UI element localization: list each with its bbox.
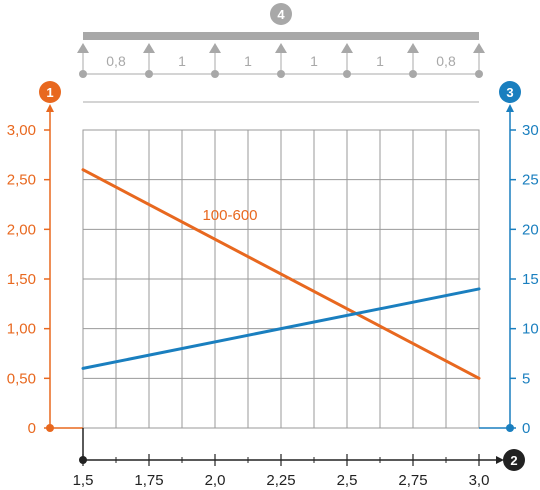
x-tick-label: 1,75 [134,472,163,489]
left-tick-label: 1,50 [7,271,36,288]
left-tick-label: 2,50 [7,172,36,189]
left-axis-marker-label: 1 [46,85,53,100]
span-label: 1 [310,53,318,69]
bottom-axis-marker [503,449,525,471]
series-group [81,168,481,380]
x-tick-label: 3,0 [469,472,490,489]
beam-diagram: 4 0,8 1 1 1 1 0,8 [77,3,485,103]
right-axis: 3 0 5 10 15 20 25 30 [479,81,539,437]
right-tick-label: 10 [522,321,539,338]
right-ticks: 0 5 10 15 20 25 30 [510,122,539,437]
left-tick-label: 0,50 [7,370,36,387]
left-tick-label: 1,00 [7,321,36,338]
bottom-axis-marker-label: 2 [510,453,517,468]
span-label: 1 [178,53,186,69]
beam-supports [77,43,485,78]
right-tick-label: 15 [522,271,539,288]
support-triangle [473,43,485,53]
left-tick-label: 3,00 [7,122,36,139]
beam-marker [270,3,292,25]
right-axis-marker [499,81,521,103]
right-axis-marker-label: 3 [506,85,513,100]
x-tick-label: 2,75 [398,472,427,489]
span-label: 0,8 [436,53,456,69]
bottom-axis-arrow [496,456,504,464]
support-triangle [143,43,155,53]
beam-marker-label: 4 [277,7,285,22]
x-tick-label: 2,25 [266,472,295,489]
span-labels: 0,8 1 1 1 1 0,8 [106,53,456,69]
x-tick-label: 2,5 [337,472,358,489]
support-triangle [341,43,353,53]
series-line-orange [81,168,481,380]
right-tick-label: 20 [522,221,539,238]
support-triangle [209,43,221,53]
right-axis-arrow [506,104,514,112]
support-triangle [77,43,89,53]
series-line-blue [81,287,481,370]
left-axis-marker [39,81,61,103]
right-tick-label: 30 [522,122,539,139]
grid [83,130,479,428]
left-axis-arrow [46,104,54,112]
x-tick-label: 2,0 [205,472,226,489]
right-tick-label: 0 [522,420,530,437]
left-axis: 1 0 0,50 1,00 1,50 2,00 2,50 3,00 [7,81,83,437]
x-tick-label: 1,5 [73,472,94,489]
left-tick-label: 2,00 [7,221,36,238]
right-tick-label: 25 [522,172,539,189]
span-label: 1 [244,53,252,69]
bottom-axis: 2 1,5 1,75 2,0 2,25 2,5 2,75 3,0 [73,428,525,489]
support-triangle [275,43,287,53]
right-tick-label: 5 [522,370,530,387]
span-label: 0,8 [106,53,126,69]
support-triangle [407,43,419,53]
series-label-100-600: 100-600 [202,207,257,224]
left-ticks: 0 0,50 1,00 1,50 2,00 2,50 3,00 [7,122,50,437]
span-label: 1 [376,53,384,69]
x-ticks: 1,5 1,75 2,0 2,25 2,5 2,75 3,0 [73,454,490,489]
left-tick-label: 0 [28,420,36,437]
beam-bar [83,32,479,40]
